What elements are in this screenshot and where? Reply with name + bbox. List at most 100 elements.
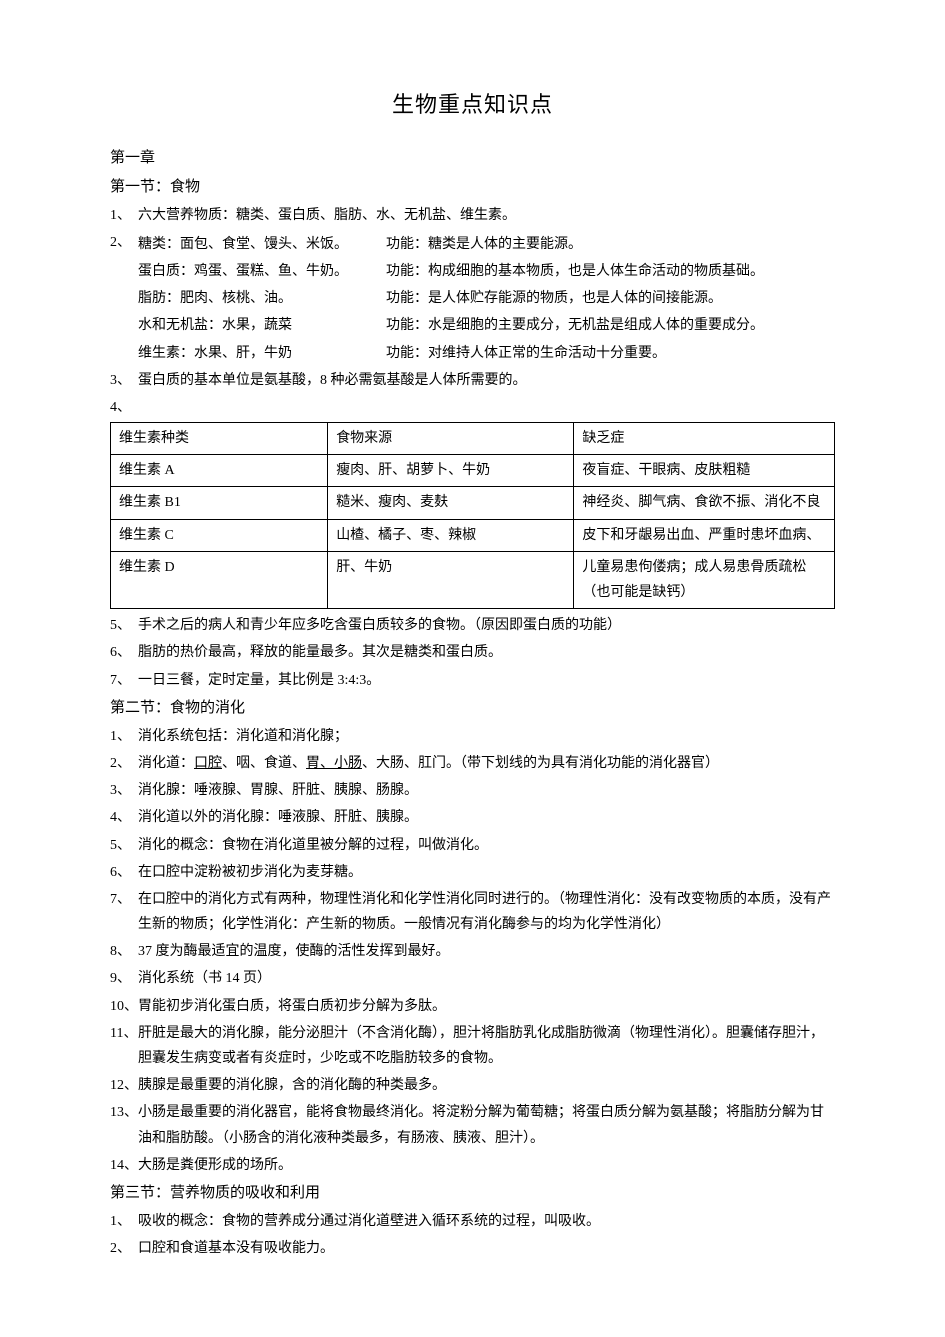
item-number: 7、 [110,887,138,937]
table-row: 维生素 B1 糙米、瘦肉、麦麸 神经炎、脚气病、食欲不振、消化不良 [111,487,835,519]
section-2-heading: 第二节：食物的消化 [110,695,835,722]
item-text: 消化道：口腔、咽、食道、胃、小肠、大肠、肛门。（带下划线的为具有消化功能的消化器… [138,751,835,776]
list-item: 7、 在口腔中的消化方式有两种，物理性消化和化学性消化同时进行的。（物理性消化：… [110,887,835,937]
underlined-text: 胃、小肠 [306,756,362,771]
item-text: 在口腔中淀粉被初步消化为麦芽糖。 [138,860,835,885]
table-header: 缺乏症 [574,423,835,455]
sub-func: 功能：糖类是人体的主要能源。 [386,232,835,257]
item-text: 消化腺：唾液腺、胃腺、肝脏、胰腺、肠腺。 [138,778,835,803]
item-number: 10、 [110,994,138,1019]
sub-label: 脂肪：肥肉、核桃、油。 [138,286,386,311]
item-number: 14、 [110,1153,138,1178]
item-number: 3、 [110,778,138,803]
list-item: 11、 肝脏是最大的消化腺，能分泌胆汁（不含消化酶），胆汁将脂肪乳化成脂肪微滴（… [110,1021,835,1071]
item-text: 脂肪的热价最高，释放的能量最多。其次是糖类和蛋白质。 [138,640,835,665]
table-header: 食物来源 [328,423,574,455]
table-cell: 神经炎、脚气病、食欲不振、消化不良 [574,487,835,519]
page-title: 生物重点知识点 [110,85,835,125]
item-number: 1、 [110,203,138,228]
item-text: 消化道以外的消化腺：唾液腺、肝脏、胰腺。 [138,805,835,830]
sub-row: 维生素：水果、肝，牛奶 功能：对维持人体正常的生命活动十分重要。 [110,341,835,366]
item-number: 4、 [110,395,138,420]
list-item: 1、 消化系统包括：消化道和消化腺； [110,724,835,749]
table-cell: 维生素 A [111,455,328,487]
item-number: 5、 [110,613,138,638]
sub-label: 蛋白质：鸡蛋、蛋糕、鱼、牛奶。 [138,259,386,284]
sub-label: 糖类：面包、食堂、馒头、米饭。 [138,232,386,257]
table-cell: 维生素 C [111,519,328,551]
table-cell: 皮下和牙龈易出血、严重时患坏血病、 [574,519,835,551]
table-cell: 维生素 B1 [111,487,328,519]
item-text: 肝脏是最大的消化腺，能分泌胆汁（不含消化酶），胆汁将脂肪乳化成脂肪微滴（物理性消… [138,1021,835,1071]
sub-func: 功能：水是细胞的主要成分，无机盐是组成人体的重要成分。 [386,313,835,338]
section-1-heading: 第一节：食物 [110,174,835,201]
list-item: 12、 胰腺是最重要的消化腺，含的消化酶的种类最多。 [110,1073,835,1098]
sub-label: 维生素：水果、肝，牛奶 [138,341,386,366]
table-cell: 山楂、橘子、枣、辣椒 [328,519,574,551]
item-number: 6、 [110,860,138,885]
item-text: 胰腺是最重要的消化腺，含的消化酶的种类最多。 [138,1073,835,1098]
item-number: 1、 [110,1209,138,1234]
item-text: 六大营养物质：糖类、蛋白质、脂肪、水、无机盐、维生素。 [138,203,835,228]
item-number: 2、 [110,1236,138,1261]
table-row: 维生素 C 山楂、橘子、枣、辣椒 皮下和牙龈易出血、严重时患坏血病、 [111,519,835,551]
item-number: 13、 [110,1100,138,1150]
list-item: 14、 大肠是粪便形成的场所。 [110,1153,835,1178]
list-item: 3、 蛋白质的基本单位是氨基酸，8 种必需氨基酸是人体所需要的。 [110,368,835,393]
item-text: 消化的概念：食物在消化道里被分解的过程，叫做消化。 [138,833,835,858]
sub-row: 脂肪：肥肉、核桃、油。 功能：是人体贮存能源的物质，也是人体的间接能源。 [110,286,835,311]
list-item: 6、 脂肪的热价最高，释放的能量最多。其次是糖类和蛋白质。 [110,640,835,665]
list-item: 1、 六大营养物质：糖类、蛋白质、脂肪、水、无机盐、维生素。 [110,203,835,228]
item-number: 2、 [110,230,138,257]
table-row: 维生素种类 食物来源 缺乏症 [111,423,835,455]
sub-row: 水和无机盐：水果，蔬菜 功能：水是细胞的主要成分，无机盐是组成人体的重要成分。 [110,313,835,338]
table-row: 维生素 A 瘦肉、肝、胡萝卜、牛奶 夜盲症、干眼病、皮肤粗糙 [111,455,835,487]
list-item: 1、 吸收的概念：食物的营养成分通过消化道壁进入循环系统的过程，叫吸收。 [110,1209,835,1234]
list-item: 2、 消化道：口腔、咽、食道、胃、小肠、大肠、肛门。（带下划线的为具有消化功能的… [110,751,835,776]
item-number: 1、 [110,724,138,749]
item-text: 胃能初步消化蛋白质，将蛋白质初步分解为多肽。 [138,994,835,1019]
item-text: 手术之后的病人和青少年应多吃含蛋白质较多的食物。（原因即蛋白质的功能） [138,613,835,638]
section-3-heading: 第三节：营养物质的吸收和利用 [110,1180,835,1207]
list-item: 5、 消化的概念：食物在消化道里被分解的过程，叫做消化。 [110,833,835,858]
item-number: 2、 [110,751,138,776]
table-cell: 夜盲症、干眼病、皮肤粗糙 [574,455,835,487]
sub-func: 功能：构成细胞的基本物质，也是人体生命活动的物质基础。 [386,259,835,284]
sub-row: 糖类：面包、食堂、馒头、米饭。 功能：糖类是人体的主要能源。 [138,232,835,257]
list-item: 4、 [110,395,835,420]
item-text: 大肠是粪便形成的场所。 [138,1153,835,1178]
item-text: 消化系统包括：消化道和消化腺； [138,724,835,749]
vitamin-table: 维生素种类 食物来源 缺乏症 维生素 A 瘦肉、肝、胡萝卜、牛奶 夜盲症、干眼病… [110,422,835,609]
sub-row: 蛋白质：鸡蛋、蛋糕、鱼、牛奶。 功能：构成细胞的基本物质，也是人体生命活动的物质… [110,259,835,284]
item-text [138,395,835,420]
list-item: 6、 在口腔中淀粉被初步消化为麦芽糖。 [110,860,835,885]
item-number: 12、 [110,1073,138,1098]
table-cell: 维生素 D [111,551,328,608]
table-cell: 糙米、瘦肉、麦麸 [328,487,574,519]
list-item: 3、 消化腺：唾液腺、胃腺、肝脏、胰腺、肠腺。 [110,778,835,803]
list-item: 9、 消化系统（书 14 页） [110,966,835,991]
list-item: 7、 一日三餐，定时定量，其比例是 3:4:3。 [110,668,835,693]
item-number: 7、 [110,668,138,693]
item-number: 5、 [110,833,138,858]
item-text: 消化系统（书 14 页） [138,966,835,991]
item-text: 蛋白质的基本单位是氨基酸，8 种必需氨基酸是人体所需要的。 [138,368,835,393]
text-span: 、大肠、肛门。（带下划线的为具有消化功能的消化器官） [362,756,719,771]
item-number: 3、 [110,368,138,393]
item-number: 4、 [110,805,138,830]
item-text: 在口腔中的消化方式有两种，物理性消化和化学性消化同时进行的。（物理性消化：没有改… [138,887,835,937]
list-item: 2、 糖类：面包、食堂、馒头、米饭。 功能：糖类是人体的主要能源。 [110,230,835,257]
item-number: 9、 [110,966,138,991]
text-span: 、咽、食道、 [222,756,306,771]
list-item: 5、 手术之后的病人和青少年应多吃含蛋白质较多的食物。（原因即蛋白质的功能） [110,613,835,638]
list-item: 13、 小肠是最重要的消化器官，能将食物最终消化。将淀粉分解为葡萄糖；将蛋白质分… [110,1100,835,1150]
sub-label: 水和无机盐：水果，蔬菜 [138,313,386,338]
table-cell: 肝、牛奶 [328,551,574,608]
underlined-text: 口腔 [194,756,222,771]
list-item: 10、 胃能初步消化蛋白质，将蛋白质初步分解为多肽。 [110,994,835,1019]
item-text: 吸收的概念：食物的营养成分通过消化道壁进入循环系统的过程，叫吸收。 [138,1209,835,1234]
sub-func: 功能：是人体贮存能源的物质，也是人体的间接能源。 [386,286,835,311]
list-item: 8、 37 度为酶最适宜的温度，使酶的活性发挥到最好。 [110,939,835,964]
table-cell: 瘦肉、肝、胡萝卜、牛奶 [328,455,574,487]
item-number: 6、 [110,640,138,665]
